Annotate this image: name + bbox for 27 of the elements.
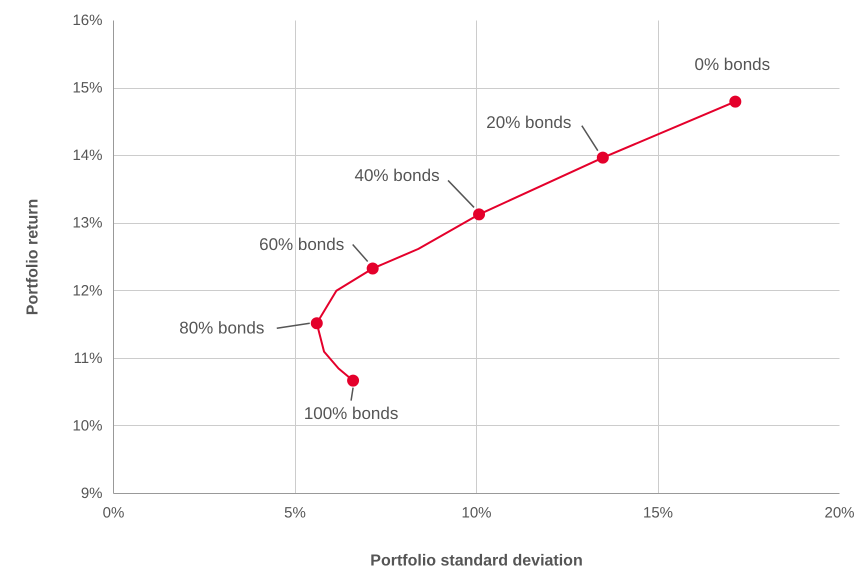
x-tick-label: 15% bbox=[642, 504, 674, 522]
annotation: 80% bonds bbox=[179, 318, 264, 338]
point bbox=[473, 208, 486, 220]
y-tick-label: 9% bbox=[80, 485, 103, 502]
point bbox=[310, 317, 323, 330]
point bbox=[729, 96, 742, 108]
y-tick-label: 15% bbox=[72, 80, 103, 97]
point bbox=[347, 374, 360, 387]
annotation: 100% bonds bbox=[304, 404, 398, 424]
y-tick-label: 12% bbox=[72, 282, 103, 300]
point bbox=[366, 262, 379, 274]
y-tick-label: 14% bbox=[72, 147, 103, 164]
y-tick-label: 13% bbox=[72, 214, 103, 232]
point bbox=[596, 152, 609, 164]
y-tick-label: 16% bbox=[72, 12, 103, 29]
x-tick-label: 5% bbox=[284, 504, 306, 522]
y-tick-label: 10% bbox=[72, 417, 103, 434]
x-tick-label: 10% bbox=[461, 504, 492, 522]
x-tick-label: 0% bbox=[102, 504, 124, 522]
y-tick-label: 11% bbox=[74, 350, 103, 367]
annotation: 60% bonds bbox=[259, 234, 344, 254]
annotation: 0% bonds bbox=[694, 55, 770, 74]
y-axis-title: Portfolio return bbox=[24, 198, 42, 316]
annotation: 20% bonds bbox=[486, 113, 572, 132]
x-axis-title: Portfolio standard deviation bbox=[370, 552, 583, 570]
annotation: 40% bonds bbox=[354, 166, 440, 185]
x-tick-label: 20% bbox=[824, 504, 855, 522]
